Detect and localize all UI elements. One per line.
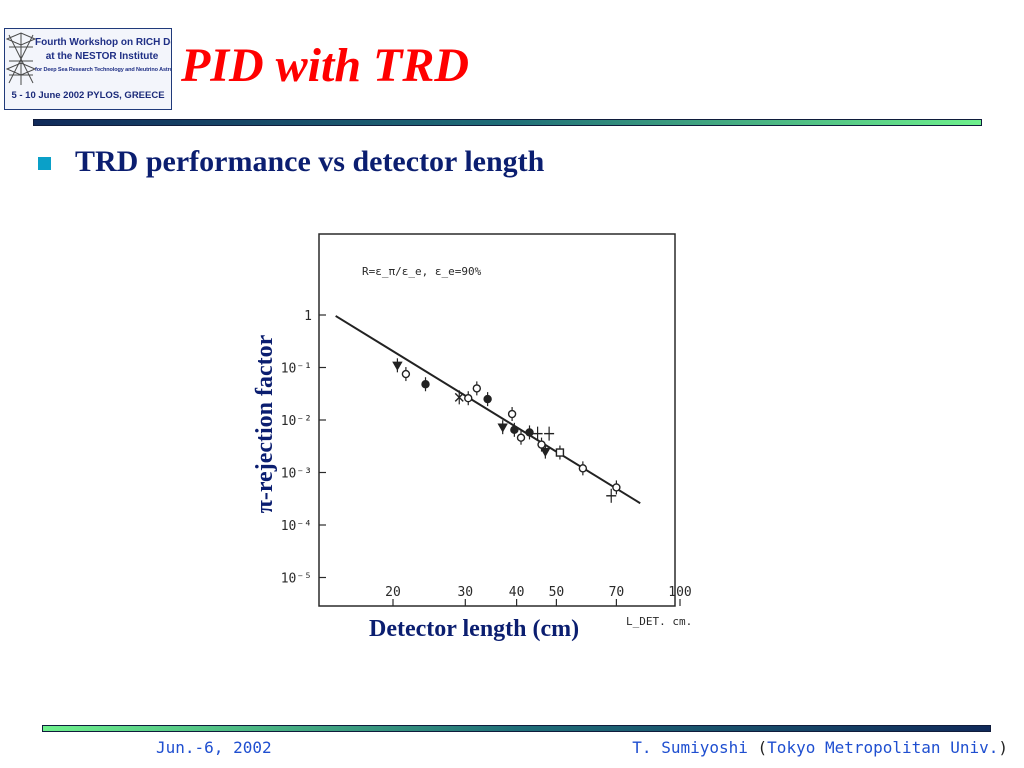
footer-author: T. Sumiyoshi (632, 738, 748, 757)
footer-date: Jun.-6, 2002 (156, 738, 272, 757)
footer-paren-close: ) (998, 738, 1008, 757)
x-tick-label-3: 50 (549, 585, 565, 600)
axis-ticks (319, 314, 681, 606)
fit-line (335, 315, 641, 505)
workshop-logo: Fourth Workshop on RICH Detectors at the… (4, 28, 172, 110)
data-point-16 (555, 445, 565, 460)
x-tick-label-0: 20 (385, 585, 401, 600)
y-tick-label-0: 1 (304, 309, 312, 324)
footer-divider-bar (42, 725, 991, 732)
y-tick-label-1: 10⁻¹ (281, 362, 312, 377)
y-tick-label-3: 10⁻³ (281, 467, 312, 482)
data-point-17 (578, 461, 588, 476)
y-tick-label-2: 10⁻² (281, 414, 312, 429)
data-point-15 (544, 426, 555, 441)
y-axis-label: π-rejection factor (252, 334, 278, 514)
logo-workshop-name: Fourth Workshop on RICH Detectors (35, 37, 171, 48)
y-tick-label-5: 10⁻⁵ (281, 572, 312, 587)
data-point-1 (401, 367, 411, 382)
bullet-text: TRD performance vs detector length (75, 145, 545, 178)
x-tick-label-2: 40 (509, 585, 525, 600)
data-point-7 (497, 420, 508, 435)
x-tick-label-5: 100 (668, 585, 691, 600)
axis-tick-labels: 20 30 40 50 70 100 1 10⁻¹ 10⁻² 10⁻³ 10⁻⁴ 10⁻⁵ (281, 309, 692, 600)
data-point-6 (483, 392, 492, 407)
data-point-19 (612, 480, 621, 495)
logo-institute: at the NESTOR Institute (45, 51, 159, 62)
title-divider-bar (33, 119, 982, 126)
footer-author-line: T. Sumiyoshi (Tokyo Metropolitan Univ.) (632, 740, 1008, 756)
data-point-10 (516, 430, 526, 445)
data-point-8 (507, 407, 517, 422)
chart-annotation: R=ε_π/ε_e, ε_e=90% (362, 265, 482, 278)
y-tick-label-4: 10⁻⁴ (281, 519, 312, 534)
data-point-3 (454, 390, 464, 405)
slide-title: PID with TRD (181, 39, 470, 92)
logo-subtitle: for Deep Sea Research Technology and Neu… (35, 67, 171, 73)
data-point-12 (532, 426, 543, 441)
plot-frame (318, 233, 676, 607)
data-point-0 (392, 358, 403, 373)
data-point-4 (464, 391, 473, 406)
x-tick-label-1: 30 (457, 585, 473, 600)
data-point-5 (472, 381, 482, 396)
data-point-14 (540, 444, 551, 459)
data-point-11 (525, 425, 534, 440)
data-point-2 (421, 377, 430, 392)
nestor-tower-icon (5, 32, 37, 85)
data-point-9 (510, 422, 519, 437)
data-point-18 (606, 488, 617, 503)
footer-paren-open: ( (757, 738, 768, 757)
logo-dates-location: 5 - 10 June 2002 PYLOS, GREECE (11, 90, 165, 101)
x-tick-label-4: 70 (609, 585, 625, 600)
handwritten-axis-label: L_DET. cm. (626, 615, 692, 628)
data-points (392, 358, 621, 503)
footer-affiliation: Tokyo Metropolitan Univ. (767, 738, 999, 757)
x-axis-label: Detector length (cm) (369, 616, 580, 642)
bullet-square-icon (38, 157, 51, 170)
